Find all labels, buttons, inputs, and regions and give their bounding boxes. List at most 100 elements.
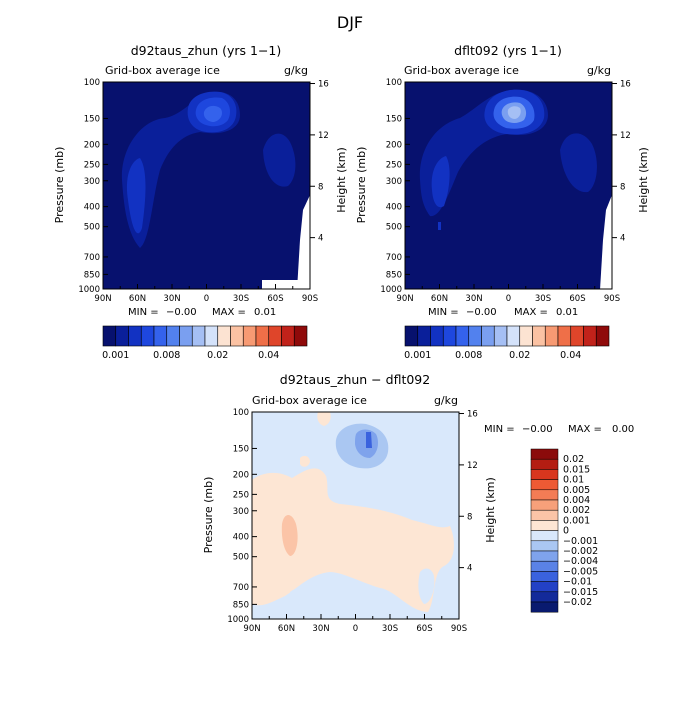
panel-right-max-label: MAX = [514,307,548,318]
panel-diff-colorbar-label: −0.02 [563,597,592,608]
panel-diff-title: d92taus_zhun − dflt092 [280,372,430,387]
panel-left-min-label: MIN = [128,307,159,318]
panel-diff-colorbar-box [530,479,559,491]
panel-right-colorbar-box [595,325,610,347]
panel-right-ylabel-right: Height (km) [637,147,650,213]
panel-right-colorbar-box [544,325,559,347]
panel-right-xtick-label: 0 [506,294,511,304]
panel-diff-xtick-label: 30N [312,624,329,634]
panel-left-colorbar-box [128,325,142,347]
panel-right-htick-label: 4 [620,234,625,244]
panel-right-ytick-label: 200 [386,140,402,150]
panel-diff-colorbar-label: 0 [563,526,569,537]
panel-right-colorbar-box [583,325,597,347]
panel-left-colorbar-box [153,325,168,347]
field-diff-contour-002 [281,515,298,556]
field-diff-contour-neg-patch-2 [418,568,435,604]
panel-diff-ylabel-right: Height (km) [484,477,497,543]
panel-diff-colorbar-box [530,571,559,582]
field-left-contour-004-nh [126,158,146,234]
panel-diff-ytick-label: 500 [233,553,249,563]
panel-left-colorbar-box [140,325,155,347]
panel-left-xtick-label: 30N [163,294,180,304]
panel-diff-colorbar-box [530,499,559,511]
panel-left-xtick-label: 60S [267,294,283,304]
panel-right-htick-label: 8 [620,182,625,192]
panel-right-ytick-label: 100 [386,78,402,88]
panel-diff-colorbar-box [530,469,559,480]
panel-diff-colorbar-box [530,550,559,562]
field-diff-contour-pos-lower [252,468,454,612]
field-right-contour-002-sh [560,133,597,193]
panel-left-ytick-label: 500 [84,223,100,233]
panel-right: dflt092 (yrs 1−1) Grid-box average ice g… [355,43,650,361]
panel-left-colorbar-box [242,325,257,347]
panel-diff-htick-label: 12 [467,461,478,471]
panel-diff-colorbar-box [530,530,559,542]
panel-left-colorbar-box [102,325,117,347]
panel-diff-ytick-label: 400 [233,533,249,543]
panel-left-colorbar-box [255,325,270,347]
panel-diff-colorbar-label: 0.005 [563,485,590,496]
panel-right-colorbar-box [430,325,444,347]
panel-right-colorbar-label: 0.008 [455,350,482,361]
panel-left-ytick-label: 250 [84,160,100,170]
field-left-contour-002-sh [263,133,296,187]
panel-diff-ylabel: Pressure (mb) [202,477,215,554]
panel-right-ylabel: Pressure (mb) [355,147,368,224]
panel-diff-xtick-label: 90N [243,624,260,634]
panel-diff-colorbar-label: −0.005 [563,566,598,577]
panel-right-units: g/kg [587,64,611,77]
panel-left: d92taus_zhun (yrs 1−1) Grid-box average … [53,43,348,361]
panel-right-colorbar-box [468,325,482,347]
panel-diff-xtick-label: 60N [278,624,295,634]
panel-diff-min-label: MIN = [484,424,515,435]
panel-right-htick-label: 16 [620,80,631,90]
panel-right-xtick-label: 60N [431,294,448,304]
panel-left-colorbar-box [217,325,231,347]
panel-right-colorbar-box [481,325,495,347]
panel-left-title: d92taus_zhun (yrs 1−1) [131,43,282,58]
panel-right-xtick-label: 30S [535,294,551,304]
field-diff-contour-neg-004 [366,432,372,448]
panel-left-ytick-label: 200 [84,140,100,150]
panel-diff-xtick-label: 60S [416,624,432,634]
panel-diff-htick-label: 4 [467,564,472,574]
field-right-speck [438,222,441,230]
panel-diff: d92taus_zhun − dflt092 Grid-box average … [202,372,634,634]
panel-left-htick-label: 16 [318,80,329,90]
panel-diff-xtick-label: 0 [353,624,358,634]
panel-right-colorbar-box [455,325,470,347]
panel-left-field [103,82,310,289]
panel-left-min-value: −0.00 [166,307,197,318]
panel-left-colorbar-box [191,325,206,347]
panel-diff-colorbar-label: −0.004 [563,556,598,567]
panel-left-colorbar-box [204,325,219,347]
panel-diff-ytick-label: 300 [233,507,249,517]
panel-right-axes: 100 150 200 250 300 400 500 700 850 1000 16 12 8 4 90N… [380,78,630,304]
panel-left-ytick-label: 300 [84,177,100,187]
panel-left-ytick-label: 400 [84,203,100,213]
panel-left-htick-label: 4 [318,234,323,244]
panel-diff-colorbar-box [530,560,559,572]
panel-right-min-label: MIN = [428,307,459,318]
panel-right-xtick-label: 90S [604,294,620,304]
field-right-missing-data [600,195,612,289]
field-left-contour-008 [203,105,222,122]
panel-diff-colorbar-box [530,540,559,552]
panel-left-htick-label: 12 [318,131,329,141]
panel-diff-colorbar-label: 0.004 [563,495,590,506]
panel-diff-units: g/kg [434,394,458,407]
panel-diff-ytick-label: 200 [233,470,249,480]
panel-diff-colorbar-label: 0.015 [563,464,590,475]
panel-left-subtitle: Grid-box average ice [105,64,220,77]
panel-left-axes: 100 150 200 250 300 400 500 700 850 1000 16 12 8 4 90N… [78,78,328,304]
panel-diff-subtitle: Grid-box average ice [252,394,367,407]
panel-left-max-label: MAX = [212,307,246,318]
panel-right-ytick-label: 400 [386,203,402,213]
panel-diff-minmax: MIN = −0.00 MAX = 0.00 [484,424,634,435]
panel-diff-htick-label: 16 [467,410,478,420]
panel-left-colorbar-label: 0.02 [207,350,228,361]
panel-left-ytick-label: 700 [84,253,100,263]
panel-right-ytick-label: 850 [386,270,402,280]
